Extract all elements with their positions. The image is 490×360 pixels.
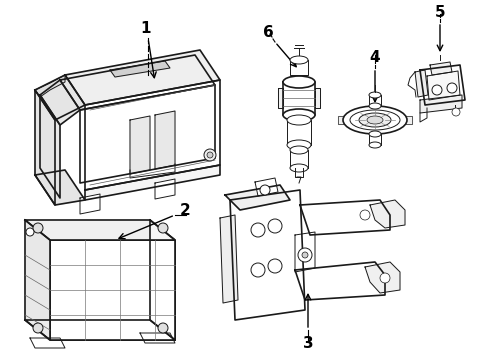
Polygon shape <box>155 179 175 199</box>
Circle shape <box>432 85 442 95</box>
Circle shape <box>207 152 213 158</box>
Polygon shape <box>283 82 315 115</box>
Ellipse shape <box>359 113 391 127</box>
Circle shape <box>452 108 460 116</box>
Polygon shape <box>295 262 385 300</box>
Polygon shape <box>35 75 85 120</box>
Ellipse shape <box>369 131 381 137</box>
Polygon shape <box>300 200 390 235</box>
Ellipse shape <box>287 140 311 150</box>
Polygon shape <box>35 75 65 97</box>
Text: 1: 1 <box>141 21 151 36</box>
Ellipse shape <box>367 116 383 124</box>
Polygon shape <box>404 116 412 124</box>
Ellipse shape <box>369 92 381 98</box>
Polygon shape <box>430 62 452 75</box>
Polygon shape <box>35 90 55 205</box>
Ellipse shape <box>290 56 308 64</box>
Circle shape <box>268 259 282 273</box>
Polygon shape <box>290 150 308 168</box>
Polygon shape <box>370 200 405 228</box>
Polygon shape <box>369 134 381 145</box>
Ellipse shape <box>290 164 308 172</box>
Polygon shape <box>290 60 308 75</box>
Polygon shape <box>220 215 238 303</box>
Polygon shape <box>25 220 50 340</box>
Polygon shape <box>25 320 175 340</box>
Polygon shape <box>35 170 85 205</box>
Text: 3: 3 <box>303 336 313 351</box>
Polygon shape <box>40 80 80 125</box>
Circle shape <box>268 219 282 233</box>
Ellipse shape <box>290 146 308 154</box>
Text: 2: 2 <box>180 202 191 217</box>
Polygon shape <box>130 116 150 174</box>
Polygon shape <box>50 240 175 340</box>
Polygon shape <box>85 80 220 190</box>
Polygon shape <box>30 338 65 348</box>
Polygon shape <box>278 88 283 108</box>
Polygon shape <box>369 95 381 106</box>
Polygon shape <box>287 120 311 145</box>
Text: 5: 5 <box>435 5 445 19</box>
Polygon shape <box>230 190 305 320</box>
Ellipse shape <box>283 109 315 121</box>
Circle shape <box>360 210 370 220</box>
Circle shape <box>26 228 34 236</box>
Circle shape <box>251 263 265 277</box>
Polygon shape <box>140 333 175 343</box>
Ellipse shape <box>350 110 400 130</box>
Polygon shape <box>420 95 462 113</box>
Circle shape <box>298 248 312 262</box>
Polygon shape <box>225 185 290 210</box>
Circle shape <box>447 83 457 93</box>
Ellipse shape <box>369 142 381 148</box>
Polygon shape <box>365 262 400 293</box>
Circle shape <box>251 223 265 237</box>
Circle shape <box>204 149 216 161</box>
Polygon shape <box>150 220 175 340</box>
Polygon shape <box>427 71 460 100</box>
Polygon shape <box>80 194 100 214</box>
Text: 4: 4 <box>369 50 380 64</box>
Polygon shape <box>80 85 215 183</box>
Circle shape <box>33 223 43 233</box>
Ellipse shape <box>287 115 311 125</box>
Circle shape <box>380 273 390 283</box>
Polygon shape <box>155 111 175 169</box>
Polygon shape <box>85 165 220 200</box>
Ellipse shape <box>369 103 381 109</box>
Polygon shape <box>420 65 465 105</box>
Circle shape <box>158 223 168 233</box>
Circle shape <box>158 323 168 333</box>
Polygon shape <box>25 220 175 240</box>
Ellipse shape <box>343 106 407 134</box>
Polygon shape <box>338 116 346 124</box>
Polygon shape <box>315 88 320 108</box>
Circle shape <box>33 323 43 333</box>
Polygon shape <box>40 95 60 198</box>
Text: 6: 6 <box>263 24 273 40</box>
Polygon shape <box>255 178 278 196</box>
Polygon shape <box>110 61 170 77</box>
Circle shape <box>260 185 270 195</box>
Ellipse shape <box>283 76 315 88</box>
Polygon shape <box>295 232 315 272</box>
Circle shape <box>302 252 308 258</box>
Polygon shape <box>415 70 428 97</box>
Polygon shape <box>65 50 220 105</box>
Polygon shape <box>60 55 215 110</box>
